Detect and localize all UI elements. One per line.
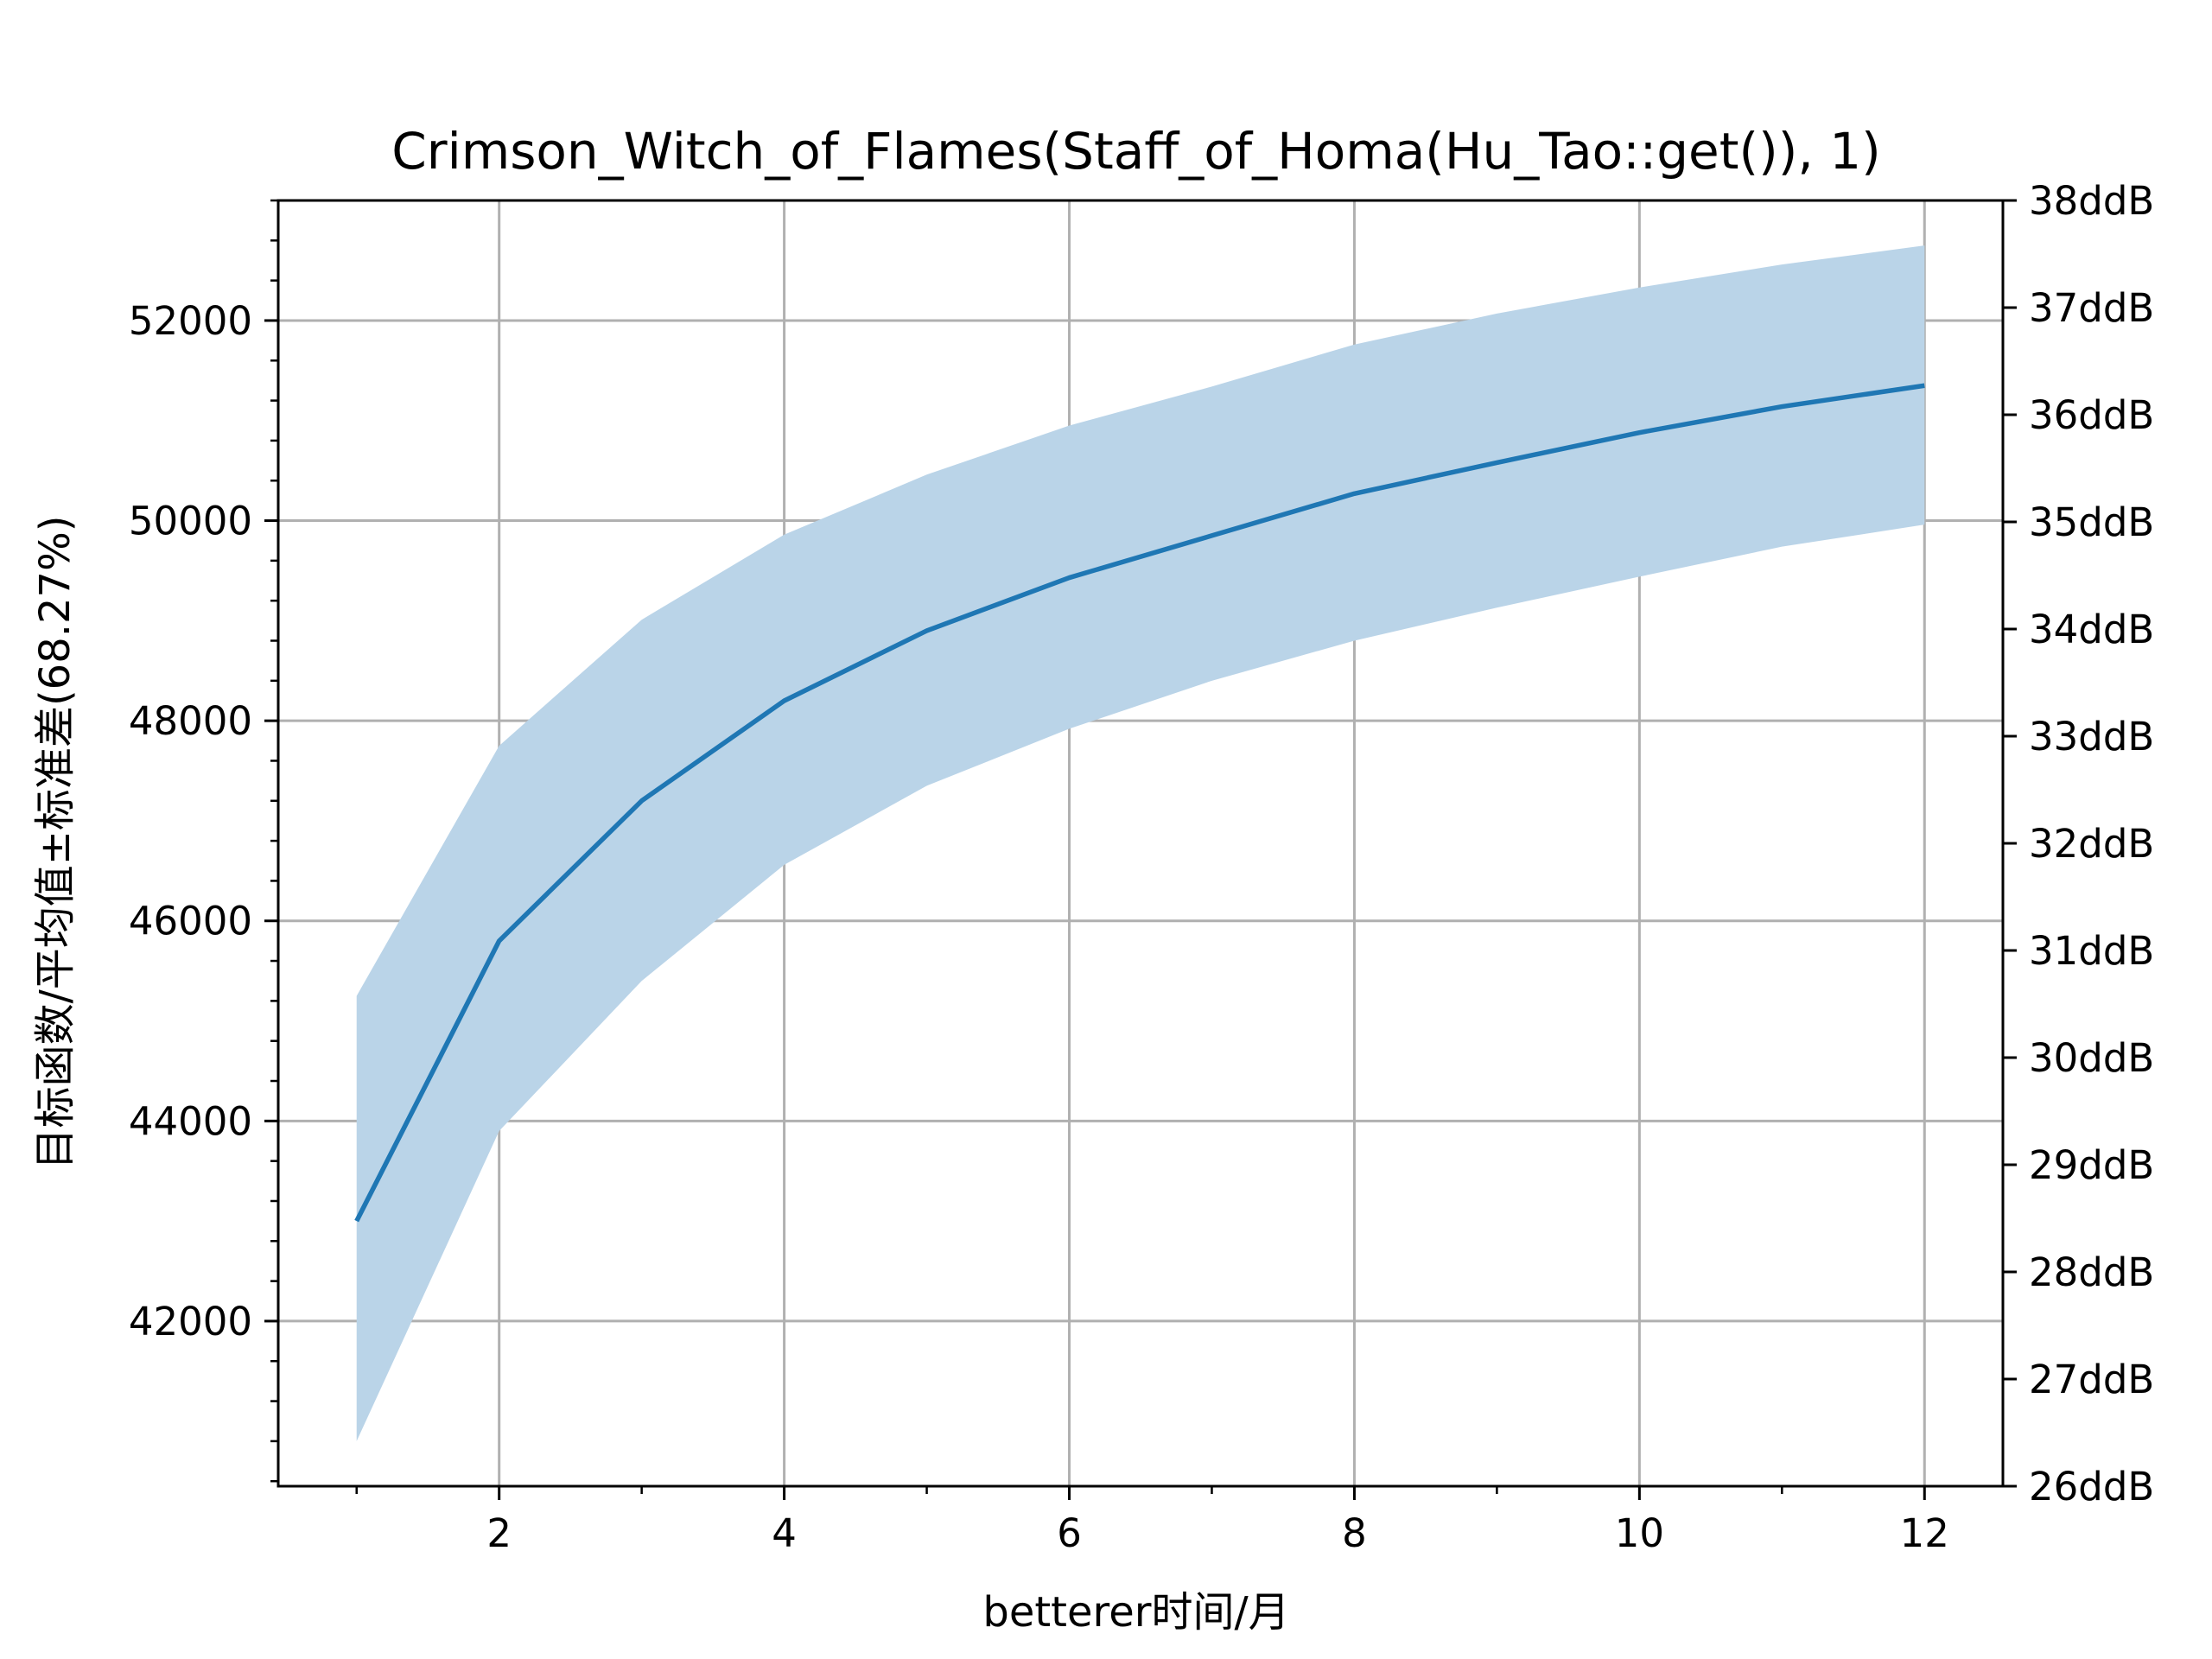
x-tick-label: 8: [1342, 1510, 1367, 1556]
y2-tick-label: 36ddB: [2029, 392, 2154, 438]
y2-tick-label: 34ddB: [2029, 607, 2154, 652]
x-axis-label: betterer时间/月: [982, 1588, 1289, 1637]
y2-tick-label: 32ddB: [2029, 821, 2154, 867]
error-band: [356, 245, 1925, 1441]
y2-tick-label: 31ddB: [2029, 928, 2154, 974]
y2-tick-label: 33ddB: [2029, 714, 2154, 760]
mean-line: [354, 383, 1925, 1223]
y2-axis: 26ddB 27ddB 28ddB 29ddB 30ddB 31ddB 32ddB 33ddB…: [2003, 178, 2154, 1510]
y2-tick-label: 27ddB: [2029, 1357, 2154, 1402]
x-tick-label: 4: [772, 1510, 797, 1556]
plot-area: [276, 199, 2005, 1488]
y-tick-label: 44000: [129, 1098, 252, 1144]
y-tick-label: 52000: [129, 298, 252, 344]
x-tick-label: 2: [486, 1510, 512, 1556]
y-tick-label: 48000: [129, 698, 252, 744]
chart-title: Crimson_Witch_of_Flames(Staff_of_Homa(Hu…: [391, 122, 1881, 181]
y2-tick-label: 37ddB: [2029, 285, 2154, 331]
y2-tick-label: 26ddB: [2029, 1464, 2154, 1510]
x-tick-label: 6: [1057, 1510, 1082, 1556]
y2-tick-label: 38ddB: [2029, 178, 2154, 224]
x-tick-label: 12: [1900, 1510, 1949, 1556]
y-tick-label: 50000: [129, 499, 252, 544]
y2-tick-label: 30ddB: [2029, 1035, 2154, 1081]
x-tick-label: 10: [1615, 1510, 1664, 1556]
y-tick-label: 46000: [129, 899, 252, 944]
y2-tick-label: 28ddB: [2029, 1249, 2154, 1295]
x-axis: 2 4 6 8 10 12: [355, 1486, 1949, 1556]
y2-tick-label: 29ddB: [2029, 1142, 2154, 1188]
y-axis: 42000 44000 46000 48000 50000 52000: [129, 199, 278, 1483]
y-tick-label: 42000: [129, 1299, 252, 1344]
y2-tick-label: 35ddB: [2029, 499, 2154, 545]
y-axis-label: 目标函数/平均值±标准差(68.27%): [31, 516, 79, 1170]
